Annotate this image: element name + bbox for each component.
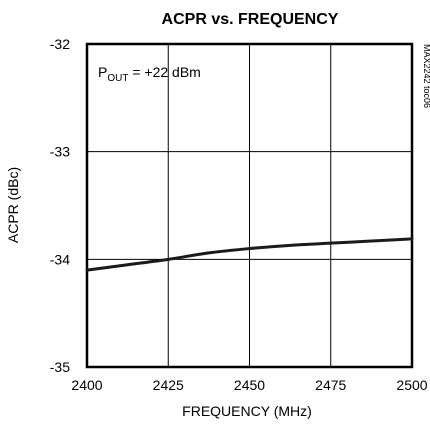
side-label: MAX2242 toc06 xyxy=(422,44,430,108)
x-tick-label: 2400 xyxy=(71,377,102,393)
x-tick-label: 2500 xyxy=(396,377,427,393)
y-axis-label: ACPR (dBc) xyxy=(5,167,21,243)
y-tick-label: -32 xyxy=(50,36,70,52)
x-tick-label: 2450 xyxy=(234,377,265,393)
x-axis-label: FREQUENCY (MHz) xyxy=(182,403,312,419)
grid xyxy=(87,44,412,367)
chart-title: ACPR vs. FREQUENCY xyxy=(162,11,339,28)
x-tick-labels: 2400 2425 2450 2475 2500 xyxy=(71,377,427,393)
y-tick-label: -34 xyxy=(50,251,70,267)
y-tick-labels: -32 -33 -34 -35 xyxy=(50,36,70,375)
y-tick-label: -35 xyxy=(50,359,70,375)
pout-annotation: POUT = +22 dBm xyxy=(98,64,201,84)
x-tick-label: 2475 xyxy=(315,377,346,393)
pout-subscript: OUT xyxy=(107,73,128,84)
pout-main: P xyxy=(98,64,107,80)
acpr-series-line xyxy=(85,237,414,272)
plot-frame xyxy=(85,42,414,369)
y-tick-label: -33 xyxy=(50,144,70,160)
pout-value: = +22 dBm xyxy=(128,64,200,80)
x-tick-label: 2425 xyxy=(153,377,184,393)
